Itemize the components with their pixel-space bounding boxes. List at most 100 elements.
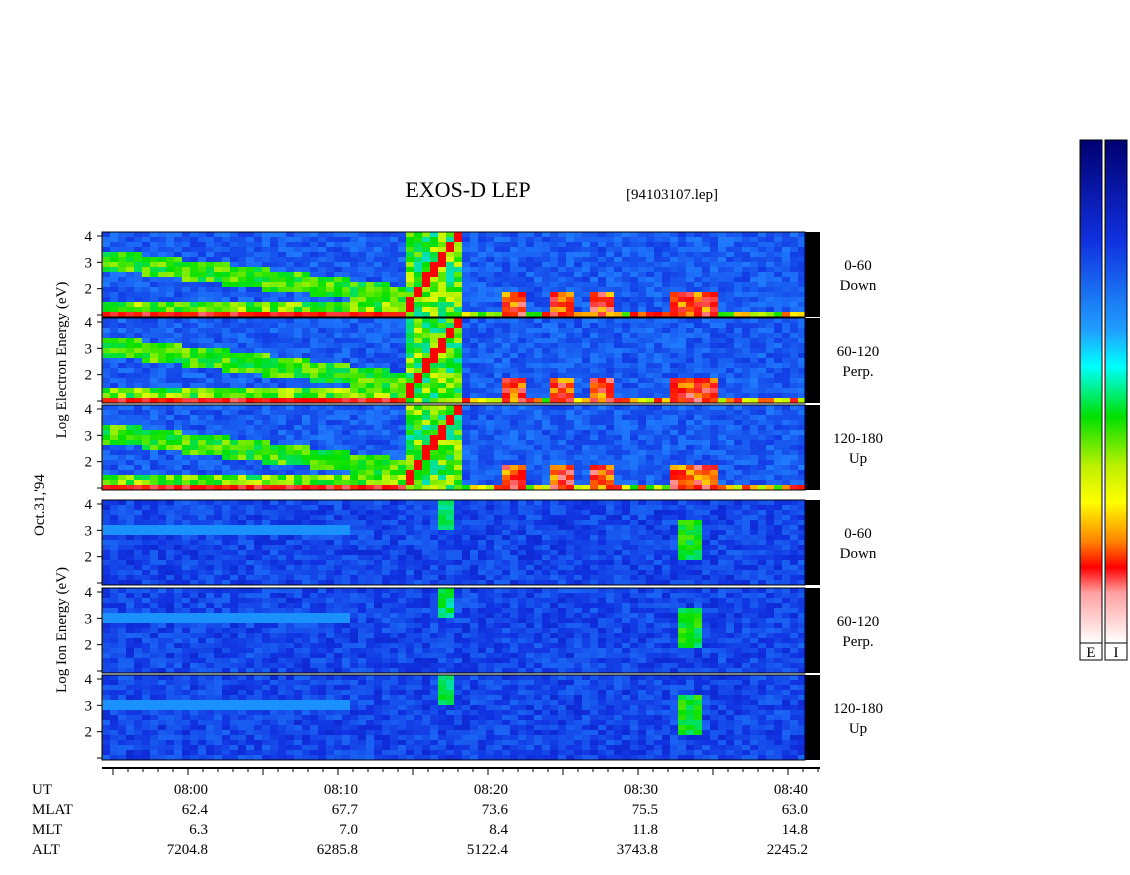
- spectrogram-cell: [294, 455, 302, 460]
- spectrogram-cell: [702, 480, 710, 485]
- spectrogram-cell: [702, 312, 710, 317]
- spectrogram-cell: [678, 247, 686, 252]
- spectrogram-cell: [494, 333, 502, 338]
- spectrogram-cell: [262, 262, 270, 267]
- spectrogram-cell: [270, 565, 278, 570]
- spectrogram-cell: [774, 297, 782, 302]
- spectrogram-cell: [710, 393, 718, 398]
- spectrogram-cell: [710, 348, 718, 353]
- spectrogram-cell: [686, 430, 694, 435]
- spectrogram-cell: [334, 525, 342, 530]
- spectrogram-cell: [358, 297, 366, 302]
- spectrogram-cell: [254, 405, 262, 410]
- spectrogram-cell: [398, 480, 406, 485]
- spectrogram-cell: [438, 312, 446, 317]
- spectrogram-cell: [566, 480, 574, 485]
- spectrogram-cell: [542, 338, 550, 343]
- spectrogram-cell: [438, 348, 446, 353]
- spectrogram-cell: [534, 267, 542, 272]
- spectrogram-cell: [294, 565, 302, 570]
- spectrogram-cell: [294, 515, 302, 520]
- spectrogram-cell: [110, 580, 118, 585]
- spectrogram-cell: [726, 383, 734, 388]
- spectrogram-cell: [694, 440, 702, 445]
- spectrogram-cell: [534, 378, 542, 383]
- spectrogram-cell: [654, 455, 662, 460]
- spectrogram-cell: [782, 333, 790, 338]
- spectrogram-cell: [286, 262, 294, 267]
- spectrogram-cell: [486, 323, 494, 328]
- spectrogram-cell: [718, 232, 726, 237]
- spectrogram-cell: [534, 410, 542, 415]
- spectrogram-cell: [582, 410, 590, 415]
- spectrogram-cell: [118, 353, 126, 358]
- spectrogram-cell: [174, 312, 182, 317]
- spectrogram-cell: [566, 333, 574, 338]
- spectrogram-cell: [222, 348, 230, 353]
- spectrogram-cell: [558, 485, 566, 490]
- spectrogram-cell: [310, 333, 318, 338]
- spectrogram-cell: [438, 292, 446, 297]
- spectrogram-cell: [118, 420, 126, 425]
- spectrogram-cell: [582, 430, 590, 435]
- spectrogram-cell: [310, 510, 318, 515]
- spectrogram-cell: [782, 430, 790, 435]
- spectrogram-cell: [462, 252, 470, 257]
- spectrogram-cell: [638, 415, 646, 420]
- spectrogram-cell: [406, 358, 414, 363]
- spectrogram-cell: [366, 292, 374, 297]
- spectrogram-cell: [630, 480, 638, 485]
- spectrogram-cell: [118, 343, 126, 348]
- spectrogram-cell: [462, 312, 470, 317]
- spectrogram-cell: [110, 393, 118, 398]
- spectrogram-cell: [446, 415, 454, 420]
- spectrogram-cell: [534, 470, 542, 475]
- spectrogram-cell: [374, 312, 382, 317]
- spectrogram-cell: [486, 277, 494, 282]
- spectrogram-cell: [126, 410, 134, 415]
- spectrogram-cell: [270, 570, 278, 575]
- spectrogram-cell: [126, 560, 134, 565]
- spectrogram-cell: [102, 393, 110, 398]
- spectrogram-cell: [662, 405, 670, 410]
- spectrogram-cell: [190, 475, 198, 480]
- spectrogram-cell: [254, 485, 262, 490]
- spectrogram-cell: [126, 297, 134, 302]
- spectrogram-cell: [310, 358, 318, 363]
- spectrogram-cell: [750, 373, 758, 378]
- spectrogram-cell: [662, 353, 670, 358]
- spectrogram-cell: [582, 307, 590, 312]
- spectrogram-cell: [486, 373, 494, 378]
- spectrogram-cell: [414, 292, 422, 297]
- spectrogram-cell: [630, 383, 638, 388]
- spectrogram-cell: [622, 328, 630, 333]
- spectrogram-cell: [382, 430, 390, 435]
- spectrogram-cell: [166, 465, 174, 470]
- spectrogram-cell: [118, 393, 126, 398]
- spectrogram-cell: [694, 358, 702, 363]
- spectrogram-cell: [366, 368, 374, 373]
- spectrogram-cell: [414, 333, 422, 338]
- spectrogram-cell: [270, 302, 278, 307]
- spectrogram-cell: [758, 440, 766, 445]
- spectrogram-cell: [230, 368, 238, 373]
- spectrogram-cell: [798, 383, 806, 388]
- spectrogram-cell: [478, 388, 486, 393]
- spectrogram-cell: [614, 242, 622, 247]
- spectrogram-cell: [230, 388, 238, 393]
- spectrogram-cell: [390, 435, 398, 440]
- spectrogram-cell: [110, 560, 118, 565]
- spectrogram-cell: [390, 368, 398, 373]
- spectrogram-cell: [678, 368, 686, 373]
- spectrogram-cell: [710, 410, 718, 415]
- spectrogram-cell: [470, 373, 478, 378]
- spectrogram-cell: [694, 292, 702, 297]
- spectrogram-cell: [710, 405, 718, 410]
- spectrogram-cell: [614, 450, 622, 455]
- spectrogram-cell: [638, 383, 646, 388]
- spectrogram-cell: [518, 257, 526, 262]
- spectrogram-cell: [526, 368, 534, 373]
- spectrogram-cell: [326, 353, 334, 358]
- spectrogram-cell: [134, 575, 142, 580]
- spectrogram-cell: [390, 262, 398, 267]
